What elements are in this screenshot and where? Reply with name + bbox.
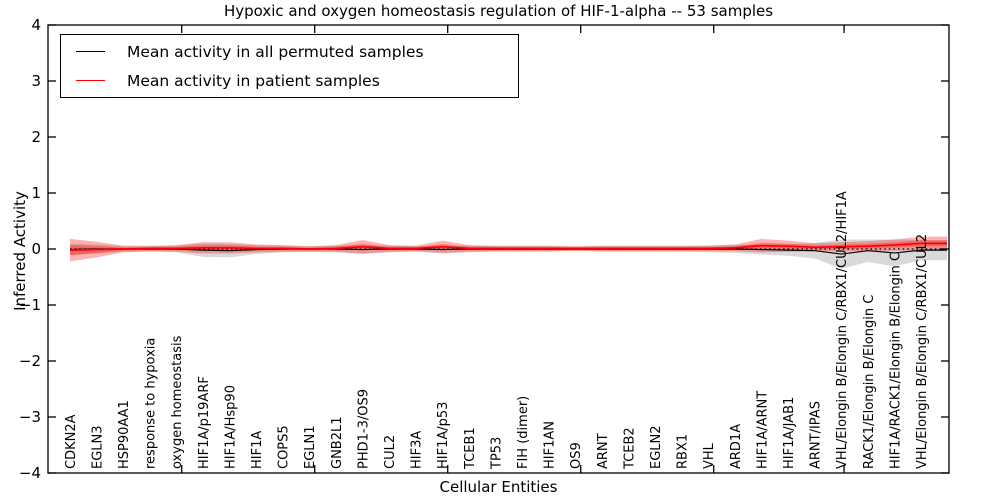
legend-label-patient: Mean activity in patient samples bbox=[127, 71, 380, 90]
entity-label: HIF1AN bbox=[543, 421, 558, 469]
entity-label: RBX1 bbox=[676, 434, 691, 469]
entity-label: PHD1-3/OS9 bbox=[356, 389, 371, 469]
entity-label: COPS5 bbox=[277, 425, 292, 469]
entity-label: VHL bbox=[702, 442, 717, 469]
entity-label: VHL/Elongin B/Elongin C/RBX1/CUL2/HIF1A bbox=[835, 191, 850, 469]
y-tick-label: −4 bbox=[19, 464, 41, 482]
entity-label: RACK1/Elongin B/Elongin C bbox=[862, 295, 877, 469]
y-tick-label: 4 bbox=[31, 16, 41, 34]
entity-label: CDKN2A bbox=[64, 414, 79, 469]
entity-label: CUL2 bbox=[383, 435, 398, 469]
entity-label: FIH (dimer) bbox=[516, 396, 531, 469]
y-tick-label: 1 bbox=[31, 184, 41, 202]
entity-label: ARD1A bbox=[729, 424, 744, 469]
y-tick-label: 0 bbox=[31, 240, 41, 258]
entity-label: ARNT/IPAS bbox=[809, 401, 824, 469]
chart-title: Hypoxic and oxygen homeostasis regulatio… bbox=[223, 2, 774, 20]
entity-label: GNB2L1 bbox=[330, 416, 345, 469]
patient-mean-line bbox=[69, 242, 947, 251]
entity-label: ARNT bbox=[596, 433, 611, 469]
y-tick-label: −2 bbox=[19, 352, 41, 370]
y-tick-label: 3 bbox=[31, 72, 41, 90]
permuted-band bbox=[70, 239, 947, 269]
entity-label: HIF1A bbox=[250, 431, 265, 469]
legend: Mean activity in all permuted samples Me… bbox=[60, 34, 519, 98]
legend-entry-permuted: Mean activity in all permuted samples bbox=[61, 39, 518, 65]
entity-label: HIF1A/RACK1/Elongin B/Elongin C bbox=[888, 252, 903, 469]
legend-line-permuted-icon bbox=[76, 51, 105, 52]
y-tick-label: −1 bbox=[19, 296, 41, 314]
entity-label: response to hypoxia bbox=[144, 338, 159, 469]
legend-line-patient-icon bbox=[76, 80, 105, 81]
entity-label: HSP90AA1 bbox=[117, 400, 132, 469]
entity-label: HIF1A/ARNT bbox=[755, 391, 770, 469]
y-tick-label: 2 bbox=[31, 128, 41, 146]
entity-label: VHL/Elongin B/Elongin C/RBX1/CUL2 bbox=[915, 234, 930, 469]
entity-label: EGLN1 bbox=[303, 425, 318, 469]
entity-label: HIF1A/p53 bbox=[436, 402, 451, 469]
entity-label: EGLN3 bbox=[90, 425, 105, 469]
legend-entry-patient: Mean activity in patient samples bbox=[61, 68, 518, 94]
entity-label: HIF1A/JAB1 bbox=[782, 397, 797, 469]
entity-label: TCEB1 bbox=[463, 427, 478, 470]
x-axis-label: Cellular Entities bbox=[439, 478, 558, 496]
entity-label: TCEB2 bbox=[622, 427, 637, 470]
entity-label: HIF1A/p19ARF bbox=[197, 376, 212, 469]
y-tick-label: −3 bbox=[19, 408, 41, 426]
entity-label: EGLN2 bbox=[649, 425, 664, 469]
entity-label: OS9 bbox=[569, 442, 584, 469]
legend-label-permuted: Mean activity in all permuted samples bbox=[127, 42, 424, 61]
entity-label: HIF1A/Hsp90 bbox=[223, 385, 238, 469]
entity-label: oxygen homeostasis bbox=[170, 335, 185, 469]
entity-label: TP53 bbox=[489, 437, 504, 470]
entity-label: HIF3A bbox=[410, 431, 425, 469]
